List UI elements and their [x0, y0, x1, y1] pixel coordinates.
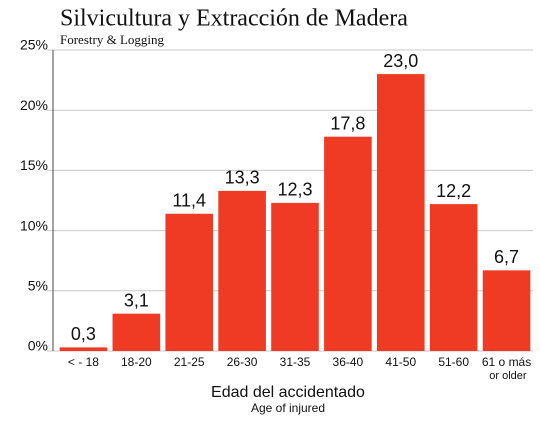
chart-title: Silvicultura y Extracción de Madera	[60, 6, 408, 32]
bar	[271, 202, 319, 351]
value-label: 13,3	[225, 168, 260, 188]
y-tick-label: 25%	[20, 37, 48, 53]
value-label: 12,3	[277, 180, 312, 200]
x-tick-label: 51-60	[438, 355, 469, 369]
bar	[218, 190, 266, 351]
value-label: 11,4	[172, 190, 206, 210]
y-tick-label: 15%	[20, 157, 48, 173]
value-label: 12,2	[436, 181, 471, 201]
x-tick-label: 21-25	[174, 355, 205, 369]
value-label: 6,7	[494, 247, 519, 267]
x-tick-label: < - 18	[68, 355, 99, 369]
bar	[324, 136, 372, 351]
x-tick-label: 61 o más	[482, 355, 531, 369]
x-tick-label: 36-40	[333, 355, 364, 369]
x-axis-sublabel: Age of injured	[251, 401, 325, 415]
bar	[59, 347, 108, 351]
y-tick-label: 5%	[28, 278, 48, 294]
bar	[112, 313, 161, 351]
x-tick-label: 18-20	[121, 355, 152, 369]
bar	[165, 213, 214, 351]
x-tick-label: 41-50	[385, 355, 416, 369]
y-tick-label: 0%	[28, 338, 48, 354]
x-tick-label: 31-35	[280, 355, 311, 369]
value-label: 23,0	[383, 51, 418, 71]
chart-subtitle: Forestry & Logging	[60, 32, 164, 47]
value-label: 3,1	[124, 290, 149, 310]
y-tick-label: 10%	[20, 217, 48, 233]
value-label: 0,3	[71, 324, 96, 344]
bar	[482, 270, 531, 351]
y-tick-label: 20%	[20, 97, 48, 113]
x-tick-label: 26-30	[227, 355, 258, 369]
x-axis-label: Edad del accidentado	[211, 384, 365, 401]
bar	[429, 204, 478, 351]
bar	[376, 74, 425, 351]
value-label: 17,8	[330, 113, 365, 133]
x-tick-sublabel: or older	[489, 370, 527, 382]
